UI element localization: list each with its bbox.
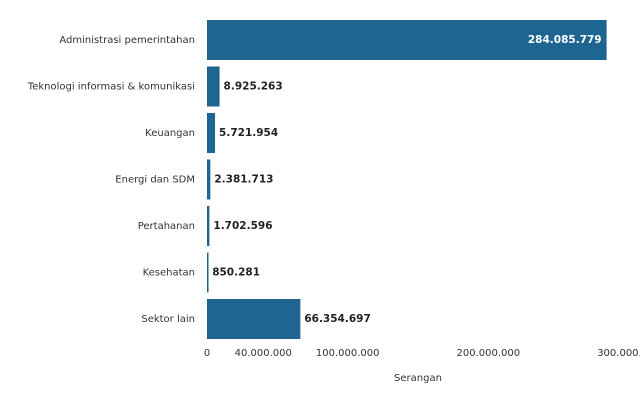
value-label-teknologi-informasi-and-komunikasi: 8.925.263 bbox=[224, 81, 283, 93]
category-label-teknologi-informasi-and-komunikasi: Teknologi informasi & komunikasi bbox=[27, 82, 195, 93]
category-label-pertahanan: Pertahanan bbox=[138, 221, 195, 232]
category-label-administrasi-pemerintahan: Administrasi pemerintahan bbox=[59, 35, 195, 46]
bar-teknologi-informasi-and-komunikasi bbox=[207, 66, 220, 107]
value-label-administrasi-pemerintahan: 284.085.779 bbox=[528, 34, 602, 46]
category-label-sektor-lain: Sektor lain bbox=[141, 314, 195, 325]
bar-kesehatan bbox=[207, 252, 209, 293]
value-label-sektor-lain: 66.354.697 bbox=[304, 313, 370, 325]
bars-layer bbox=[207, 20, 607, 339]
category-label-kesehatan: Kesehatan bbox=[143, 268, 195, 279]
x-tick-label-2: 100.000.000 bbox=[316, 348, 380, 359]
x-tick-label-1: 40.000.000 bbox=[235, 348, 292, 359]
category-labels: Administrasi pemerintahan Teknologi infor… bbox=[27, 35, 195, 325]
value-label-energi-dan-sdm: 2.381.713 bbox=[214, 174, 273, 186]
bar-pertahanan bbox=[207, 206, 210, 246]
category-label-keuangan: Keuangan bbox=[145, 128, 195, 139]
x-tick-label-4: 300.000.000 bbox=[597, 348, 640, 359]
bar-administrasi-pemerintahan bbox=[207, 20, 607, 60]
value-label-kesehatan: 850.281 bbox=[212, 267, 260, 279]
x-axis-title: Serangan bbox=[394, 373, 442, 384]
value-labels: 284.085.779 8.925.263 5.721.954 2.381.713 1.… bbox=[212, 34, 601, 325]
bar-sektor-lain bbox=[207, 299, 301, 339]
category-label-energi-dan-sdm: Energi dan SDM bbox=[115, 175, 195, 186]
x-tick-label-3: 200.000.000 bbox=[457, 348, 521, 359]
bar-energi-dan-sdm bbox=[207, 159, 211, 200]
x-axis-ticks: 0 40.000.000 100.000.000 200.000.000 300.000… bbox=[204, 348, 640, 359]
x-tick-label-0: 0 bbox=[204, 348, 210, 359]
value-label-keuangan: 5.721.954 bbox=[219, 127, 278, 139]
bar-keuangan bbox=[207, 113, 216, 153]
value-label-pertahanan: 1.702.596 bbox=[213, 220, 272, 232]
